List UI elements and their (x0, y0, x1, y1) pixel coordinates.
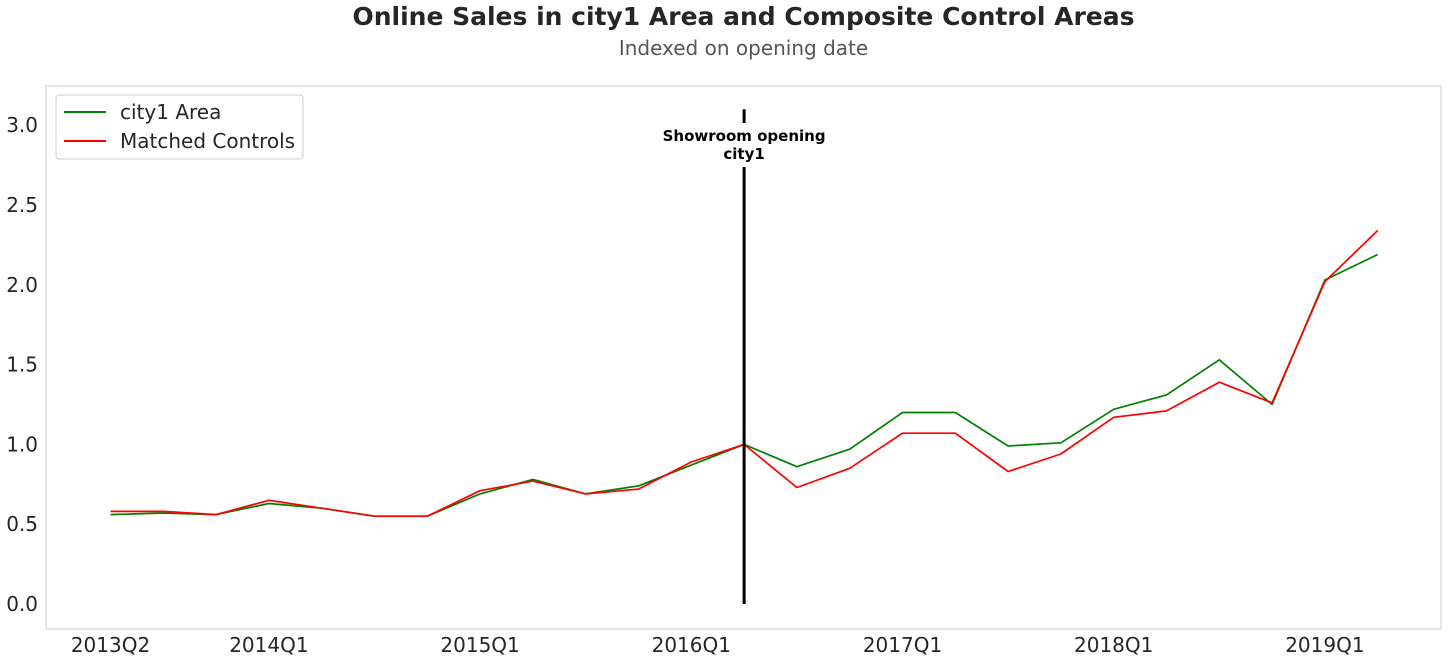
y-tick-label: 1.5 (6, 353, 38, 377)
y-tick-label: 2.0 (6, 273, 38, 297)
legend-label: Matched Controls (120, 129, 295, 153)
y-axis-ticks: 0.0 0.5 1.0 1.5 2.0 2.5 3.0 (6, 113, 38, 616)
y-tick-label: 1.0 (6, 432, 38, 456)
x-tick-label: 2015Q1 (440, 633, 519, 657)
legend: city1 Area Matched Controls (55, 94, 304, 160)
x-tick-label: 2013Q2 (71, 633, 150, 657)
x-tick-label: 2014Q1 (229, 633, 308, 657)
x-tick-label: 2018Q1 (1074, 633, 1153, 657)
legend-label: city1 Area (120, 100, 221, 124)
annotation-line-1: Showroom opening (663, 127, 826, 145)
chart-title: Online Sales in city1 Area and Composite… (352, 2, 1135, 31)
x-axis-ticks: 2013Q2 2014Q1 2015Q1 2016Q1 2017Q1 2018Q1 2019… (71, 633, 1365, 657)
y-tick-label: 0.0 (6, 592, 38, 616)
annotation-line-2: city1 (723, 145, 764, 163)
annotation-background (658, 123, 831, 167)
plot-area-frame (45, 85, 1442, 630)
y-tick-label: 0.5 (6, 512, 38, 536)
legend-box (55, 94, 304, 160)
y-tick-label: 3.0 (6, 113, 38, 137)
chart-subtitle: Indexed on opening date (618, 36, 869, 60)
x-tick-label: 2017Q1 (863, 633, 942, 657)
y-tick-label: 2.5 (6, 193, 38, 217)
x-tick-label: 2016Q1 (652, 633, 731, 657)
x-tick-label: 2019Q1 (1285, 633, 1364, 657)
